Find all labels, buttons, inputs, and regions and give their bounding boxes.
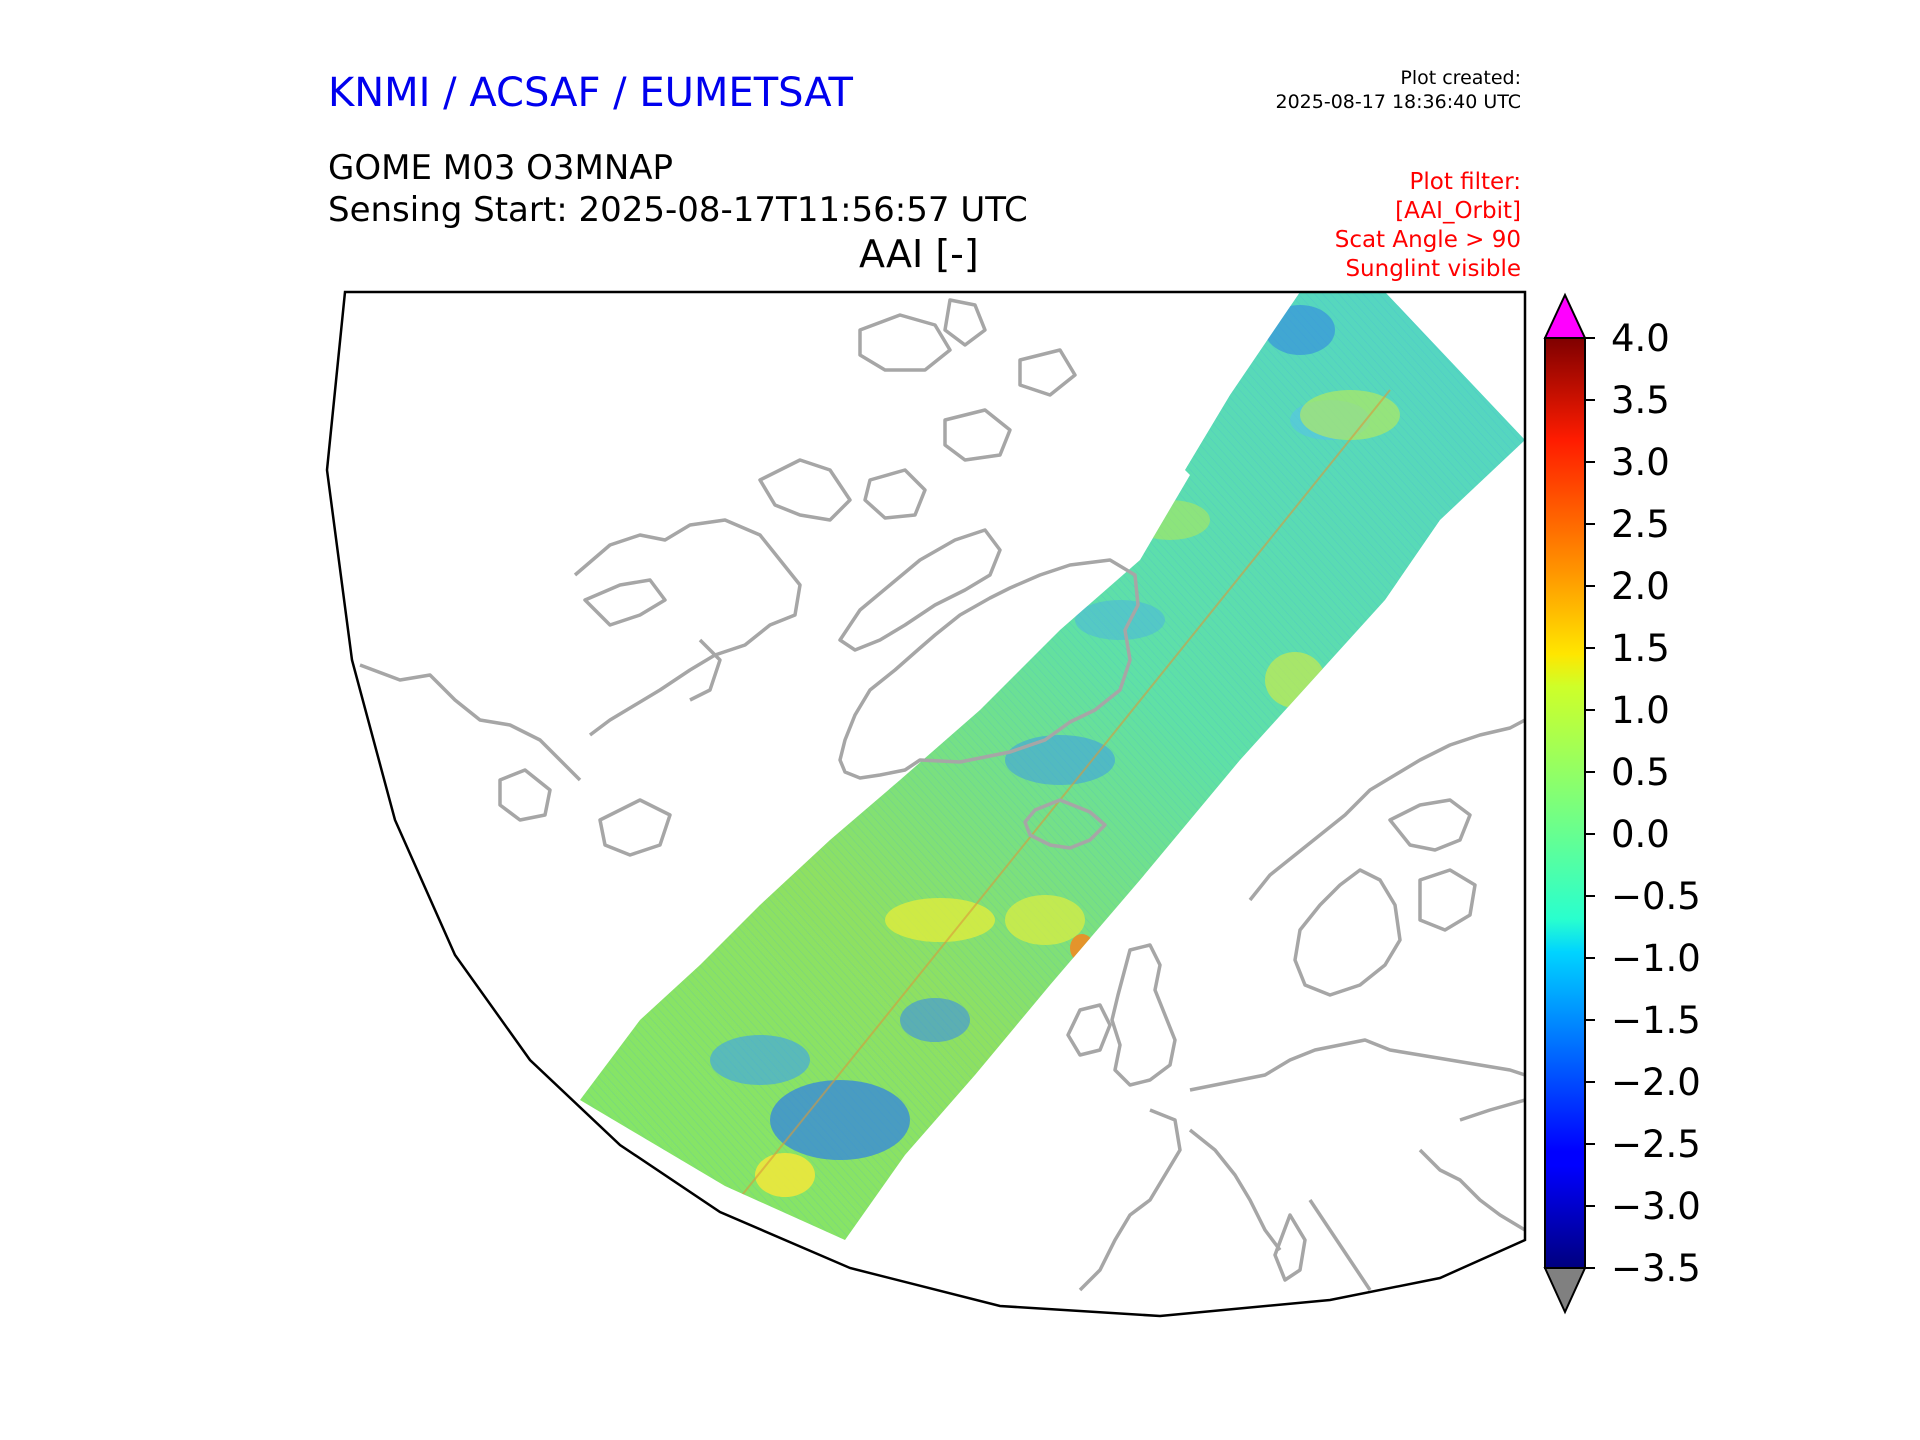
product-name: GOME M03 O3MNAP — [328, 148, 674, 188]
plot-created-time: 2025-08-17 18:36:40 UTC — [1275, 91, 1522, 113]
coastlines — [359, 298, 1525, 1292]
colorbar-tick-label: −2.0 — [1611, 1061, 1701, 1104]
sensing-start: Sensing Start: 2025-08-17T11:56:57 UTC — [328, 190, 1028, 230]
organization-title: KNMI / ACSAF / EUMETSAT — [328, 70, 853, 116]
colorbar-tick-label: 0.5 — [1611, 751, 1670, 794]
colorbar-tick-label: 2.5 — [1611, 503, 1670, 546]
colorbar-tick-label: 4.0 — [1611, 317, 1670, 360]
colorbar-tick-label: −3.0 — [1611, 1185, 1701, 1228]
colorbar-gradient — [1544, 337, 1586, 1269]
colorbar-tick-label: 1.0 — [1611, 689, 1670, 732]
plot-created-label: Plot created: — [1400, 67, 1521, 89]
filter-line: Plot filter: — [1409, 169, 1521, 195]
map-boundary — [325, 290, 1527, 1318]
filter-line: Scat Angle > 90 — [1334, 227, 1521, 253]
colorbar-over-triangle — [1543, 292, 1587, 339]
colorbar-tick-label: −1.0 — [1611, 937, 1701, 980]
coast-scandinavia — [1248, 718, 1525, 902]
colorbar-tick-label: 1.5 — [1611, 627, 1670, 670]
filter-line: Sunglint visible — [1345, 256, 1521, 282]
colorbar-tick-label: 0.0 — [1611, 813, 1670, 856]
filter-line: [AAI_Orbit] — [1395, 198, 1521, 224]
colorbar-tick-label: 3.5 — [1611, 379, 1670, 422]
variable-title: AAI [-] — [859, 232, 979, 276]
plot-created-stamp: Plot created: 2025-08-17 18:36:40 UTC — [1276, 66, 1522, 114]
coast-baffin — [838, 528, 1002, 652]
colorbar-tick-label: −1.5 — [1611, 999, 1701, 1042]
coast-iceland — [1023, 798, 1107, 850]
colorbar-tick-label: −3.5 — [1611, 1247, 1701, 1290]
coast-europe — [1189, 1038, 1525, 1092]
coast-british-isles — [1110, 943, 1177, 1087]
colorbar-tick-label: −2.5 — [1611, 1123, 1701, 1166]
colorbar-tick-label: 2.0 — [1611, 565, 1670, 608]
colorbar-under-triangle — [1543, 1267, 1587, 1315]
plot-filter: Plot filter: [AAI_Orbit] Scat Angle > 90… — [1335, 168, 1521, 284]
colorbar-ticks: 4.0 3.5 3.0 2.5 2.0 1.5 1.0 0.5 0.0 −0.5 −1.0 −1.5 −… — [1585, 317, 1701, 1290]
coast-canada — [573, 518, 802, 737]
colorbar-tick-label: 3.0 — [1611, 441, 1670, 484]
colorbar-tick-label: −0.5 — [1611, 875, 1701, 918]
coast-greenland — [838, 558, 1140, 780]
